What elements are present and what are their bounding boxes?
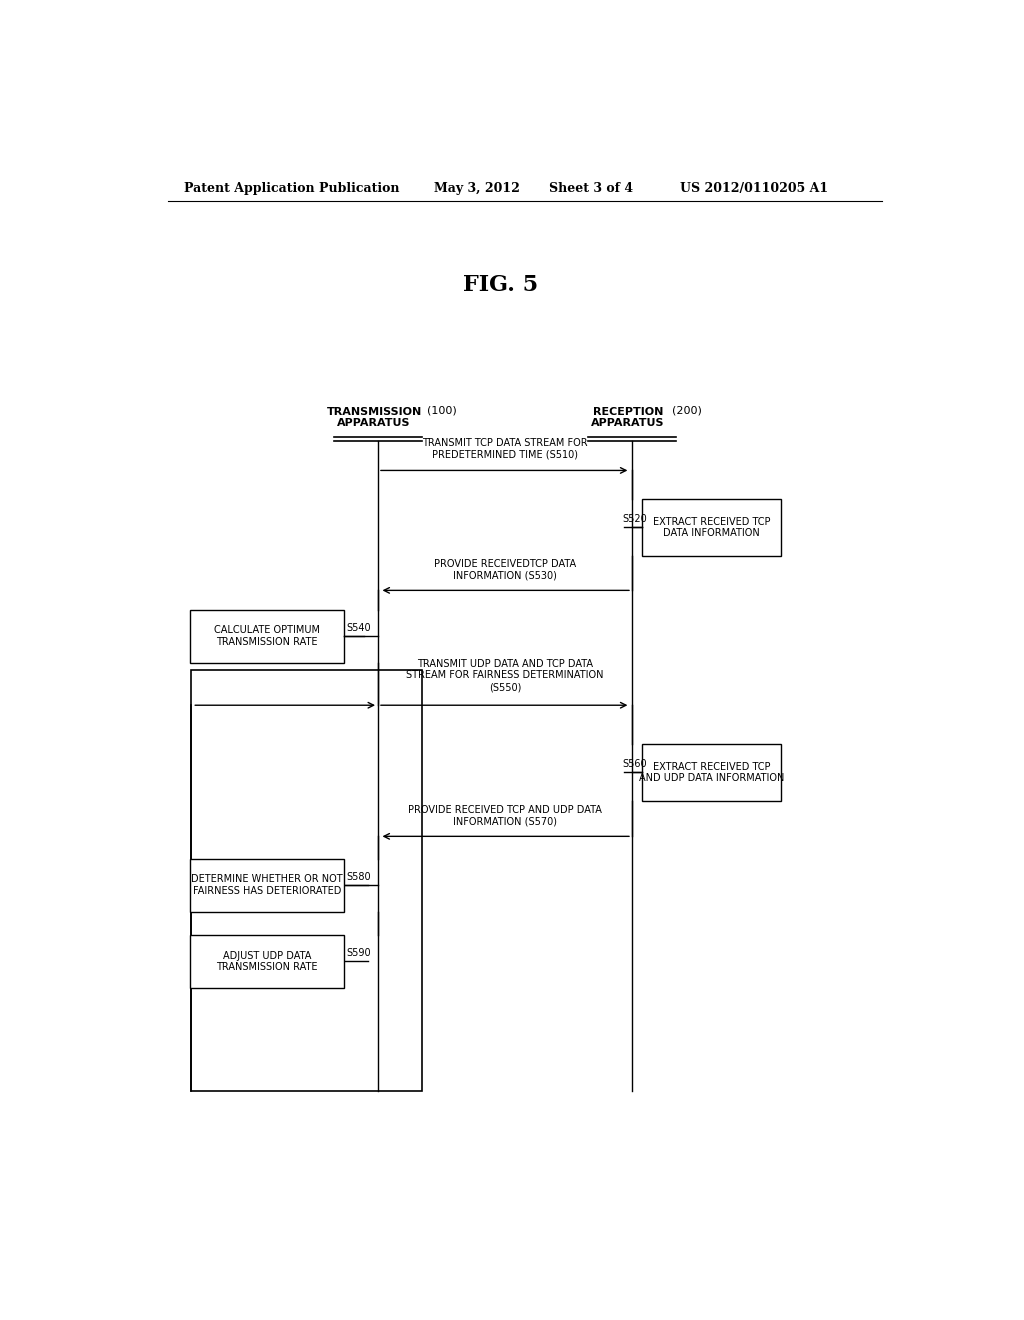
Bar [642, 499, 780, 556]
Text: Sheet 3 of 4: Sheet 3 of 4 [549, 182, 633, 195]
Text: TRANSMISSION
APPARATUS: TRANSMISSION APPARATUS [327, 407, 422, 429]
Text: S580: S580 [347, 873, 372, 882]
Bar [642, 744, 780, 801]
Text: EXTRACT RECEIVED TCP
DATA INFORMATION: EXTRACT RECEIVED TCP DATA INFORMATION [652, 516, 770, 539]
Text: RECEPTION
APPARATUS: RECEPTION APPARATUS [591, 407, 665, 429]
Text: S520: S520 [622, 515, 647, 524]
Text: FIG. 5: FIG. 5 [464, 275, 539, 297]
Text: TRANSMIT UDP DATA AND TCP DATA
STREAM FOR FAIRNESS DETERMINATION
(S550): TRANSMIT UDP DATA AND TCP DATA STREAM FO… [407, 659, 604, 692]
Text: May 3, 2012: May 3, 2012 [433, 182, 519, 195]
Text: TRANSMIT TCP DATA STREAM FOR
PREDETERMINED TIME (S510): TRANSMIT TCP DATA STREAM FOR PREDETERMIN… [422, 438, 588, 459]
Bar [191, 669, 422, 1092]
Text: Patent Application Publication: Patent Application Publication [183, 182, 399, 195]
Text: S540: S540 [347, 623, 372, 634]
Bar [189, 935, 344, 987]
Bar [189, 610, 344, 663]
Text: (100): (100) [427, 405, 457, 416]
Text: US 2012/0110205 A1: US 2012/0110205 A1 [680, 182, 827, 195]
Text: DETERMINE WHETHER OR NOT
FAIRNESS HAS DETERIORATED: DETERMINE WHETHER OR NOT FAIRNESS HAS DE… [191, 874, 343, 896]
Text: (200): (200) [672, 405, 701, 416]
Text: PROVIDE RECEIVEDTCP DATA
INFORMATION (S530): PROVIDE RECEIVEDTCP DATA INFORMATION (S5… [434, 558, 577, 581]
Text: CALCULATE OPTIMUM
TRANSMISSION RATE: CALCULATE OPTIMUM TRANSMISSION RATE [214, 626, 319, 647]
Text: S560: S560 [622, 759, 646, 770]
Text: S590: S590 [347, 948, 372, 958]
Bar [189, 859, 344, 912]
Text: EXTRACT RECEIVED TCP
AND UDP DATA INFORMATION: EXTRACT RECEIVED TCP AND UDP DATA INFORM… [639, 762, 784, 783]
Text: PROVIDE RECEIVED TCP AND UDP DATA
INFORMATION (S570): PROVIDE RECEIVED TCP AND UDP DATA INFORM… [408, 805, 602, 826]
Text: ADJUST UDP DATA
TRANSMISSION RATE: ADJUST UDP DATA TRANSMISSION RATE [216, 950, 317, 972]
